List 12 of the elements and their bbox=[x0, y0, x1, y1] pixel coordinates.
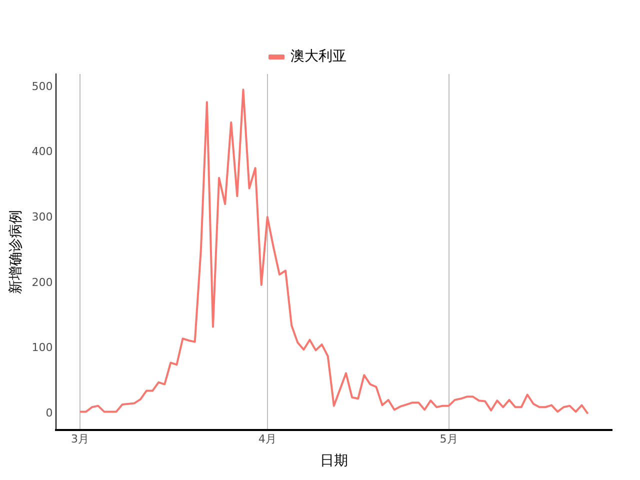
y-tick-label: 100 bbox=[32, 341, 53, 354]
y-tick-label: 400 bbox=[32, 145, 53, 158]
y-tick-label: 0 bbox=[46, 406, 53, 420]
x-axis-title: 日期 bbox=[320, 453, 348, 470]
y-axis-title: 新增确诊病例 bbox=[8, 210, 24, 294]
x-tick-label: 3月 bbox=[70, 432, 89, 446]
legend-label: 澳大利亚 bbox=[290, 48, 346, 65]
y-tick-label: 200 bbox=[32, 276, 53, 289]
y-tick-label: 500 bbox=[32, 80, 53, 93]
y-tick-label: 300 bbox=[32, 210, 53, 224]
x-tick-label: 4月 bbox=[258, 432, 276, 446]
x-tick-label: 5月 bbox=[440, 432, 458, 446]
